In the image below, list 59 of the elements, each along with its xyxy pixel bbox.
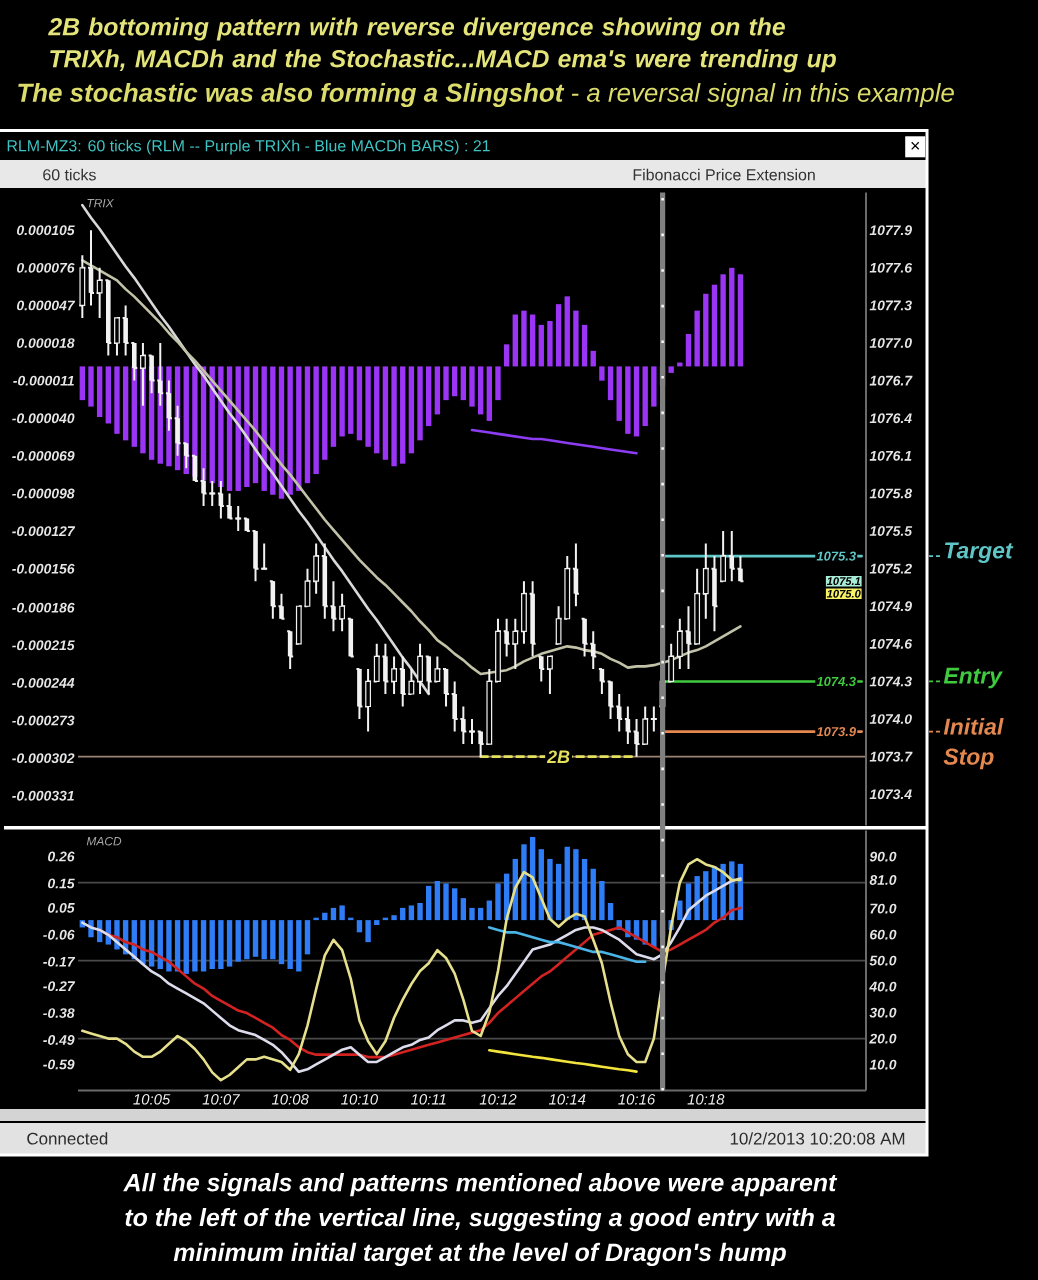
bar	[356, 366, 363, 441]
bar	[218, 920, 224, 970]
bar	[434, 880, 441, 921]
bar	[244, 366, 250, 488]
legend-label: Entry	[943, 667, 1003, 689]
bar	[460, 366, 467, 401]
bar	[477, 907, 484, 921]
bar	[114, 366, 120, 434]
legend-label: Initial Stop	[943, 717, 1004, 770]
bar	[244, 920, 250, 960]
chart-title: 2B bottoming pattern with reverse divergence showing on the TRIXh, MACDh and the Stochastic...MACD ema's were trending up	[48, 17, 836, 73]
bar	[460, 898, 467, 921]
bar	[391, 915, 397, 921]
text: ×	[911, 141, 920, 150]
bar	[313, 366, 319, 475]
bar	[668, 366, 674, 373]
bar	[252, 920, 259, 957]
bar	[625, 366, 631, 434]
bar	[607, 366, 614, 401]
bar	[192, 920, 198, 972]
bar	[166, 920, 172, 972]
bar	[278, 920, 285, 965]
bar	[555, 304, 562, 367]
bar	[529, 314, 536, 367]
bar	[391, 366, 397, 467]
legend-label: Target	[945, 542, 1014, 564]
bar	[651, 920, 657, 948]
chart-subtitle: The stochastic was also forming a Slingshot - a reversal signal in this example	[18, 82, 954, 108]
bar	[226, 920, 233, 967]
text: Connected	[27, 1132, 108, 1145]
bar	[503, 344, 510, 367]
bar	[304, 366, 311, 484]
bar	[200, 920, 207, 972]
bar	[521, 310, 527, 367]
bar	[122, 366, 129, 441]
bar	[434, 366, 441, 415]
bar	[737, 274, 744, 367]
bar	[477, 366, 484, 415]
bar	[408, 905, 415, 921]
bar	[79, 366, 86, 401]
bar	[443, 883, 449, 921]
bar	[330, 366, 337, 447]
bar	[694, 876, 700, 921]
bar	[408, 366, 415, 454]
text: 10/2/2013 10:20:08 AM	[730, 1132, 905, 1145]
bar	[218, 366, 224, 488]
bar	[633, 366, 640, 437]
bar	[555, 863, 562, 921]
bar	[330, 907, 337, 921]
bar	[339, 905, 345, 921]
bar	[521, 844, 527, 921]
bar	[365, 920, 371, 943]
bar	[469, 366, 475, 407]
bar	[382, 366, 389, 460]
bar	[365, 366, 371, 447]
bar	[96, 366, 103, 417]
bar	[573, 849, 579, 921]
bar	[720, 274, 726, 367]
text: All the signals and patterns mentioned above were apparent to the left of the vertical line, suggesting a good entry with a minimum initial target at the level of Dragon's hump	[123, 1173, 838, 1267]
